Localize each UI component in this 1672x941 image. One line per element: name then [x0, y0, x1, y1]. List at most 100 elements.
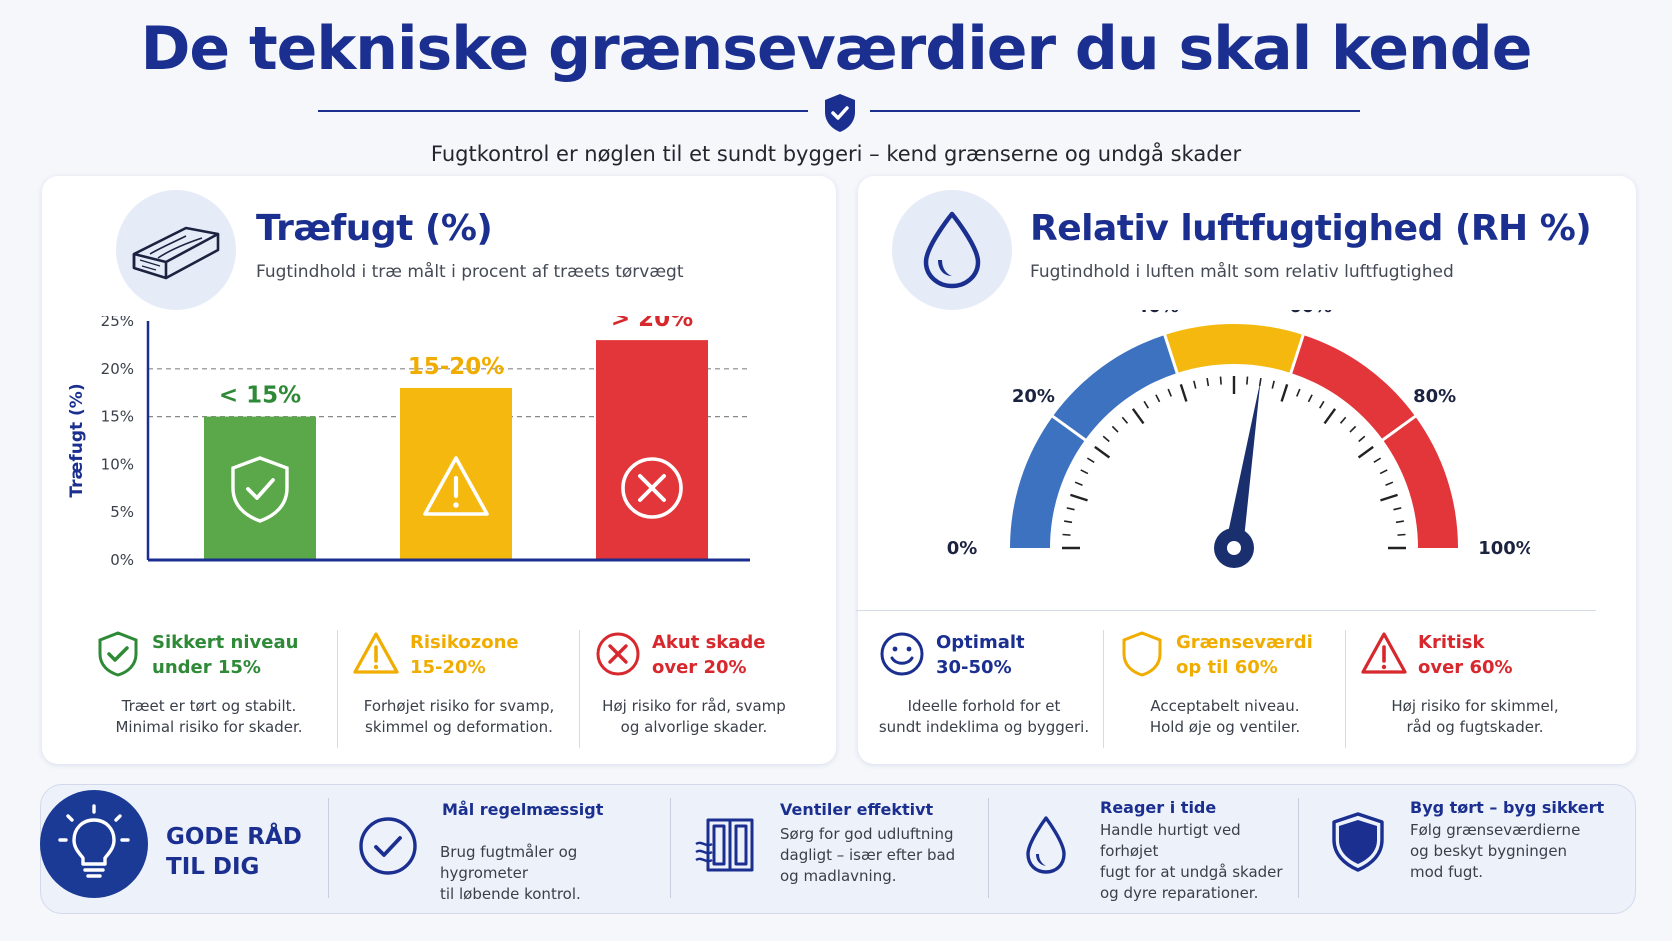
gauge-tick: [1080, 469, 1089, 475]
drop-icon-circle: [892, 190, 1012, 310]
gauge-tick: [1357, 445, 1374, 459]
gauge-tick: [1246, 376, 1249, 385]
rh-card-critical: Kritisk over 60% Høj risiko for skimmel,…: [1346, 630, 1604, 748]
gauge-tick: [1349, 425, 1357, 433]
shield-icon: [1122, 631, 1162, 677]
shield-outline: [231, 456, 289, 523]
gauge-tick: [1086, 457, 1095, 463]
tip-react-body: Handle hurtigt ved forhøjet fugt for at …: [1100, 821, 1283, 902]
wood-cards: Sikkert niveau under 15% Træet er tørt o…: [80, 630, 808, 748]
rh-subtitle: Fugtindhold i luften målt som relativ lu…: [1030, 262, 1454, 282]
rh-card-limit-head: Grænseværdi op til 60%: [1176, 632, 1313, 678]
y-tick-label: 0%: [110, 551, 134, 569]
gauge-band-separator: [1162, 332, 1180, 376]
page-title: De tekniske grænseværdier du skal kende: [140, 14, 1533, 84]
wood-plank-icon: [132, 226, 220, 280]
tip-ventilate-head: Ventiler effektivt: [780, 800, 934, 819]
rh-card-optimal: Optimalt 30-50% Ideelle forhold for et s…: [864, 630, 1104, 748]
rh-cards: Optimalt 30-50% Ideelle forhold for et s…: [864, 630, 1604, 748]
gauge-tick-label: 20%: [1012, 386, 1055, 407]
x-circle-icon: [621, 457, 683, 519]
wood-moisture-bar-chart: 0% 5% 10% 15% 20% 25% Træfugt (%) < 15% 15-20% > …: [67, 316, 750, 569]
gauge-tick: [1074, 481, 1083, 486]
tip-separator: [328, 798, 329, 898]
check-circle-icon: [359, 817, 417, 875]
gauge-band-separator: [1380, 413, 1418, 443]
warning-icon: [1361, 632, 1407, 674]
bar: [204, 416, 316, 560]
gauge-tick: [1373, 457, 1382, 463]
card-separator: [337, 630, 338, 748]
wood-card-risk-head: Risikozone 15-20%: [410, 632, 519, 678]
gauge-tick: [1319, 400, 1325, 409]
tip-separator: [988, 798, 989, 898]
gauge-tick: [1379, 469, 1388, 475]
y-tick-label: 5%: [110, 503, 134, 521]
gauge-tick-label: 80%: [1413, 386, 1456, 407]
wood-card-acute: Akut skade over 20% Høj risiko for råd, …: [580, 630, 808, 748]
gauge-tick: [1121, 416, 1129, 424]
bar: [596, 340, 708, 560]
x-circle-icon: [596, 632, 640, 676]
y-axis-label: Træfugt (%): [67, 383, 87, 497]
title-divider-left: [318, 110, 808, 112]
tip-build-dry: Byg tørt – byg sikkert Følg grænseværdie…: [1326, 798, 1626, 904]
tip-ventilate: Ventiler effektivt Sørg for god udluftni…: [694, 800, 984, 904]
circle-outline: [621, 457, 683, 519]
wood-card-acute-head: Akut skade over 20%: [652, 632, 766, 678]
wood-card-safe-body: Træet er tørt og stabilt. Minimal risiko…: [115, 697, 303, 736]
gauge-band: [1010, 334, 1178, 548]
rh-title: Relativ luftfugtighed (RH %): [1030, 208, 1592, 249]
tip-build-dry-body: Følg grænseværdierne og beskyt bygningen…: [1410, 821, 1581, 881]
tips-badge: [40, 790, 148, 898]
y-tick-label: 15%: [101, 408, 134, 426]
rh-card-critical-head: Kritisk over 60%: [1418, 632, 1513, 678]
card-separator: [1345, 630, 1346, 748]
y-tick-label: 20%: [101, 360, 134, 378]
tips-title: GODE RÅD TIL DIG: [166, 824, 302, 880]
page-subtitle: Fugtkontrol er nøglen til et sundt bygge…: [430, 142, 1242, 166]
window-icon: [695, 818, 754, 872]
tip-separator: [670, 798, 671, 898]
rh-card-limit-body: Acceptabelt niveau. Hold øje og ventiler…: [1149, 697, 1301, 736]
card-separator: [579, 630, 580, 748]
gauge-tick: [1206, 377, 1210, 387]
rh-card-optimal-body: Ideelle forhold for et sundt indeklima o…: [878, 697, 1090, 736]
gauge-tick-label: 0%: [947, 538, 978, 559]
rh-card-optimal-head: Optimalt 30-50%: [936, 632, 1025, 678]
gauge-needle: [1225, 380, 1261, 550]
gauge-band-separator: [1288, 332, 1306, 376]
shield-check-icon: [231, 456, 289, 523]
tip-ventilate-body: Sørg for god udluftning dagligt – især e…: [780, 825, 956, 885]
warning-icon: [353, 632, 399, 674]
gauge-tick: [1307, 394, 1313, 403]
gauge-tick: [1143, 400, 1149, 409]
gauge-band: [1290, 334, 1458, 548]
tip-measure-body: Brug fugtmåler og hygrometer til løbende…: [440, 843, 581, 903]
rh-cards-divider: [856, 610, 1596, 611]
exclamation-dot: [453, 502, 459, 508]
check-mark: [246, 478, 275, 500]
rh-card-limit: Grænseværdi op til 60% Acceptabelt nivea…: [1104, 630, 1346, 748]
gauge-tick-label: 100%: [1478, 538, 1530, 559]
gauge-tick: [1167, 388, 1172, 397]
tip-build-dry-head: Byg tørt – byg sikkert: [1410, 798, 1605, 817]
gauge-tick: [1385, 481, 1394, 486]
shield-check-icon: [98, 631, 138, 677]
tip-measure-head: Mål regelmæssigt: [442, 800, 604, 819]
gauge-tick: [1111, 425, 1119, 433]
water-drop-icon: [923, 211, 981, 289]
gauge-tick: [1339, 416, 1347, 424]
gauge-tick: [1155, 394, 1161, 403]
bar-value-label: > 20%: [611, 316, 693, 332]
wood-title: Træfugt (%): [256, 208, 493, 249]
gauge-tick: [1193, 380, 1197, 389]
gauge-tick: [1062, 533, 1071, 536]
shield-check-icon: [825, 94, 855, 132]
gauge-tick: [1296, 388, 1301, 397]
tip-react-head: Reager i tide: [1100, 798, 1217, 817]
rh-card-critical-body: Høj risiko for skimmel, råd og fugtskade…: [1391, 697, 1559, 736]
gauge-tick: [1131, 408, 1145, 425]
bar-value-label: < 15%: [219, 383, 301, 409]
wood-card-safe-head: Sikkert niveau under 15%: [152, 632, 299, 678]
